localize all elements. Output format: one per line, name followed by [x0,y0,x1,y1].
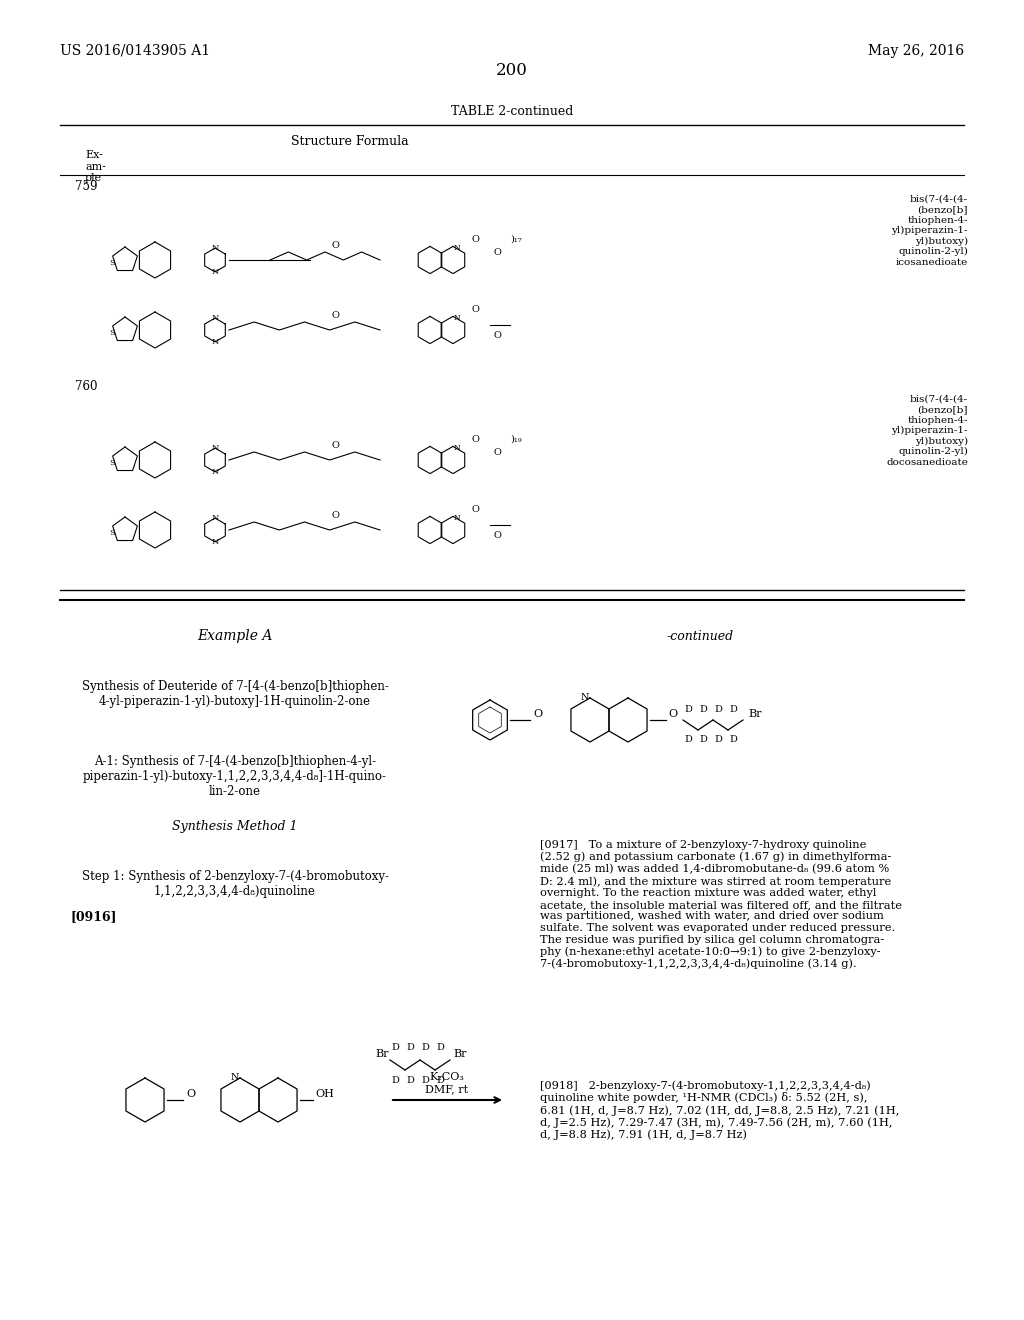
Text: [0916]: [0916] [70,909,117,923]
Text: K₂CO₃: K₂CO₃ [429,1072,465,1082]
Text: D: D [684,735,692,744]
Text: D: D [729,735,737,744]
Text: D: D [391,1043,399,1052]
Text: [0918]   2-benzyloxy-7-(4-bromobutoxy-1,1,2,2,3,3,4,4-d₈)
quinoline white powder: [0918] 2-benzyloxy-7-(4-bromobutoxy-1,1,… [540,1080,899,1140]
Text: D: D [729,705,737,714]
Text: O: O [471,506,479,513]
Text: N: N [211,467,219,477]
Text: DMF, rt: DMF, rt [425,1084,469,1094]
Text: O: O [186,1089,196,1100]
Text: N: N [454,513,461,523]
Text: S: S [110,459,115,467]
Text: N: N [211,338,219,346]
Text: Br: Br [748,709,762,719]
Text: O: O [494,331,501,341]
Text: Br: Br [453,1049,467,1059]
Text: Br: Br [375,1049,388,1059]
Text: N: N [211,444,219,451]
Text: A-1: Synthesis of 7-[4-(4-benzo[b]thiophen-4-yl-
piperazin-1-yl)-butoxy-1,1,2,2,: A-1: Synthesis of 7-[4-(4-benzo[b]thioph… [83,755,387,799]
Text: O: O [668,709,677,719]
Text: N: N [454,244,461,252]
Text: OH: OH [315,1089,334,1100]
Text: N: N [211,244,219,252]
Text: D: D [714,705,722,714]
Text: O: O [471,436,479,444]
Text: O: O [494,248,501,257]
Text: O: O [331,242,339,249]
Text: N: N [454,314,461,322]
Text: O: O [331,312,339,319]
Text: D: D [714,735,722,744]
Text: TABLE 2-continued: TABLE 2-continued [451,106,573,117]
Text: S: S [110,329,115,337]
Text: O: O [471,305,479,314]
Text: bis(7-(4-(4-
(benzo[b]
thiophen-4-
yl)piperazin-1-
yl)butoxy)
quinolin-2-yl)
ico: bis(7-(4-(4- (benzo[b] thiophen-4- yl)pi… [892,195,968,267]
Text: 759: 759 [75,180,97,193]
Text: O: O [331,441,339,450]
Text: O: O [494,531,501,540]
Text: Example A: Example A [198,630,272,643]
Text: N: N [211,314,219,322]
Text: S: S [110,259,115,267]
Text: N: N [581,693,589,702]
Text: D: D [436,1043,444,1052]
Text: D: D [699,735,707,744]
Text: -continued: -continued [667,630,733,643]
Text: N: N [454,444,461,451]
Text: N: N [211,539,219,546]
Text: 200: 200 [496,62,528,79]
Text: N: N [230,1073,240,1082]
Text: Structure Formula: Structure Formula [291,135,409,148]
Text: D: D [421,1076,429,1085]
Text: O: O [534,709,542,719]
Text: D: D [436,1076,444,1085]
Text: )₁₇: )₁₇ [510,235,521,244]
Text: Synthesis Method 1: Synthesis Method 1 [172,820,298,833]
Text: Step 1: Synthesis of 2-benzyloxy-7-(4-bromobutoxy-
1,1,2,2,3,3,4,4-d₈)quinoline: Step 1: Synthesis of 2-benzyloxy-7-(4-br… [82,870,388,898]
Text: 760: 760 [75,380,97,393]
Text: )₁₉: )₁₉ [510,436,521,444]
Text: [0917]   To a mixture of 2-benzyloxy-7-hydroxy quinoline
(2.52 g) and potassium : [0917] To a mixture of 2-benzyloxy-7-hyd… [540,840,902,969]
Text: D: D [699,705,707,714]
Text: D: D [421,1043,429,1052]
Text: D: D [407,1076,414,1085]
Text: D: D [391,1076,399,1085]
Text: US 2016/0143905 A1: US 2016/0143905 A1 [60,44,210,58]
Text: D: D [684,705,692,714]
Text: bis(7-(4-(4-
(benzo[b]
thiophen-4-
yl)piperazin-1-
yl)butoxy)
quinolin-2-yl)
doc: bis(7-(4-(4- (benzo[b] thiophen-4- yl)pi… [886,395,968,467]
Text: Synthesis of Deuteride of 7-[4-(4-benzo[b]thiophen-
4-yl-piperazin-1-yl)-butoxy]: Synthesis of Deuteride of 7-[4-(4-benzo[… [82,680,388,708]
Text: S: S [110,529,115,537]
Text: O: O [494,447,501,457]
Text: May 26, 2016: May 26, 2016 [868,44,964,58]
Text: D: D [407,1043,414,1052]
Text: O: O [331,511,339,520]
Text: N: N [211,268,219,276]
Text: O: O [471,235,479,244]
Text: Ex-
am-
ple: Ex- am- ple [85,150,106,183]
Text: N: N [211,513,219,523]
